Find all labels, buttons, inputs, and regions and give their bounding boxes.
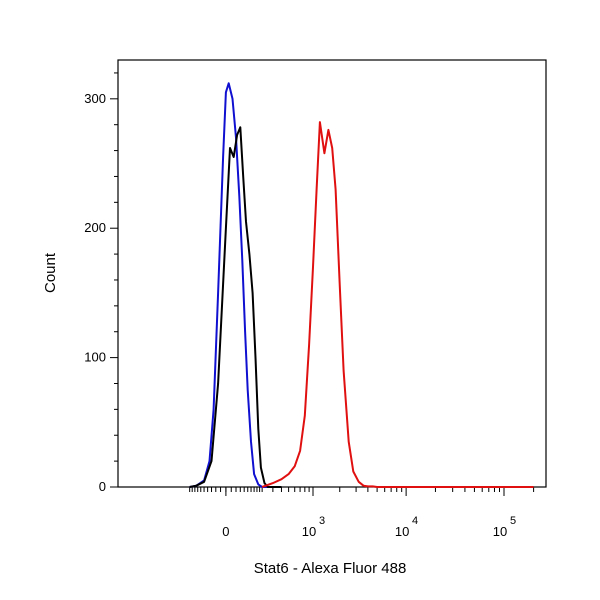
x-tick-exponent: 5 <box>510 515 516 527</box>
x-tick-label: 10 <box>302 524 316 539</box>
y-axis-title: Count <box>42 252 59 293</box>
series-line-1 <box>189 82 278 488</box>
y-tick-label: 0 <box>99 479 106 494</box>
x-tick-exponent: 4 <box>412 515 418 527</box>
x-tick-exponent: 3 <box>319 515 325 527</box>
x-tick-label: 10 <box>493 524 507 539</box>
x-tick-label: 10 <box>395 524 409 539</box>
y-tick-label: 200 <box>84 220 106 235</box>
plot-frame <box>117 59 547 488</box>
series-line-3 <box>261 121 534 488</box>
x-tick-label: 0 <box>222 524 229 539</box>
x-axis-title: Stat6 - Alexa Fluor 488 <box>254 560 407 577</box>
y-tick-label: 100 <box>84 350 106 365</box>
y-axis-ticks: 0 100 200 300 <box>84 72 118 494</box>
series-line-2 <box>189 126 282 488</box>
y-tick-label: 300 <box>84 91 106 106</box>
series-layer <box>189 82 534 488</box>
